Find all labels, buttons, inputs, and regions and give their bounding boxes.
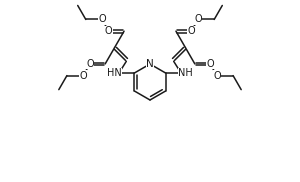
Text: O: O — [79, 71, 87, 81]
Text: O: O — [194, 15, 202, 25]
Text: NH: NH — [178, 68, 193, 78]
Text: O: O — [188, 26, 195, 36]
Text: N: N — [146, 59, 154, 69]
Text: O: O — [105, 26, 112, 36]
Text: O: O — [213, 71, 221, 81]
Text: HN: HN — [107, 68, 122, 78]
Text: O: O — [98, 15, 106, 25]
Text: O: O — [206, 59, 214, 69]
Text: O: O — [86, 59, 94, 69]
